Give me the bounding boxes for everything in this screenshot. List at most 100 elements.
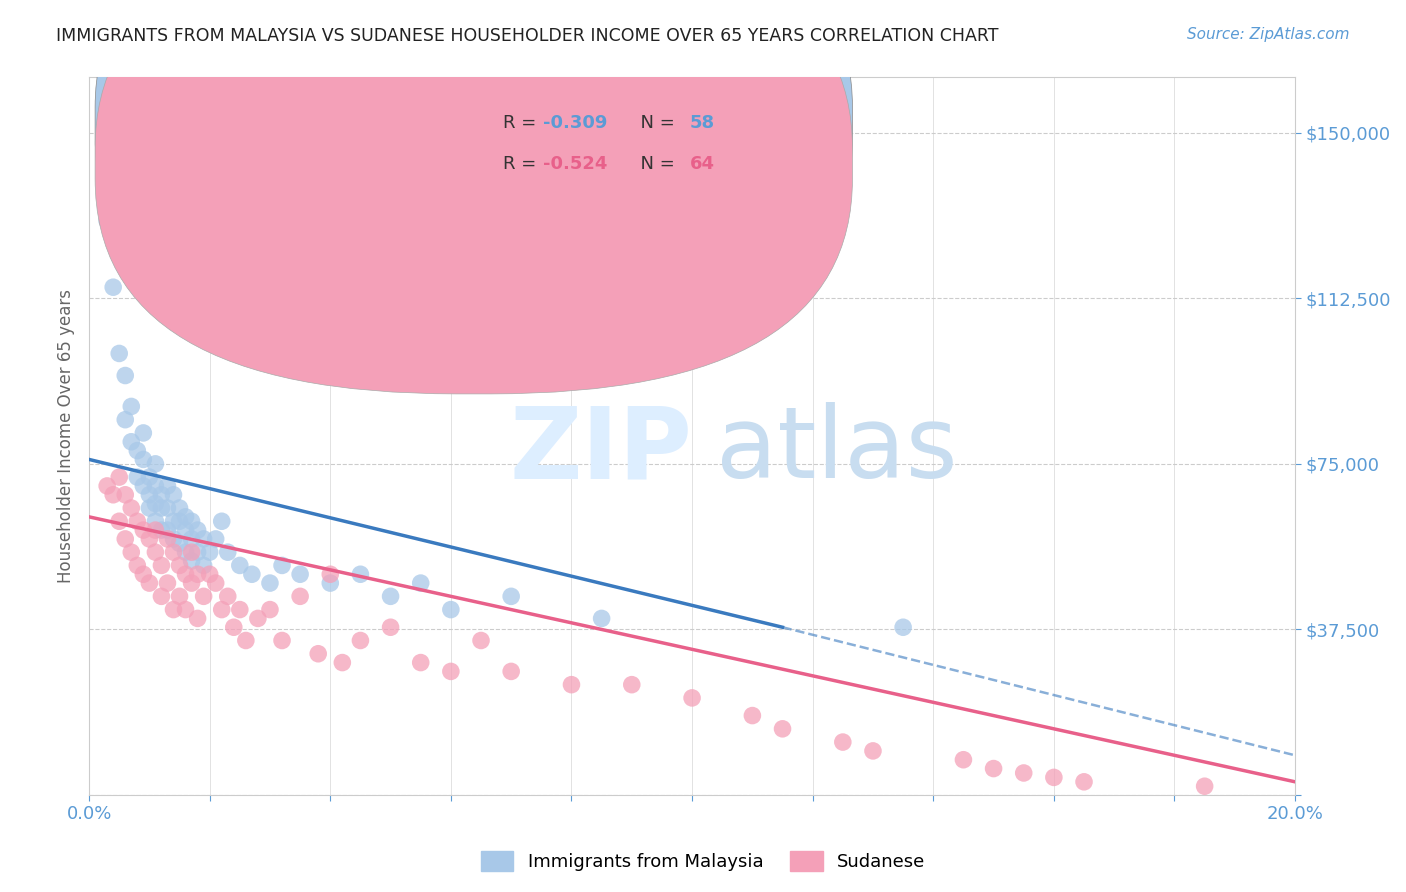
Point — [288, 567, 311, 582]
Point — [319, 576, 342, 591]
Point — [259, 602, 281, 616]
Point — [145, 514, 167, 528]
Point — [162, 514, 184, 528]
Point — [501, 590, 523, 604]
Point — [240, 567, 263, 582]
Point — [681, 690, 703, 705]
Point — [169, 501, 191, 516]
Point — [180, 514, 202, 528]
Text: -0.524: -0.524 — [543, 154, 607, 172]
Point — [983, 762, 1005, 776]
Point — [440, 602, 463, 616]
Point — [1043, 771, 1066, 785]
Text: 64: 64 — [690, 154, 714, 172]
Point — [330, 656, 353, 670]
Point — [120, 434, 142, 449]
Point — [145, 479, 167, 493]
Point — [271, 633, 294, 648]
Point — [235, 633, 257, 648]
Point — [150, 590, 173, 604]
Point — [114, 368, 136, 383]
Point — [145, 523, 167, 537]
Point — [162, 602, 184, 616]
Point — [138, 576, 160, 591]
Point — [187, 567, 209, 582]
Point — [127, 443, 149, 458]
Point — [380, 590, 402, 604]
Point — [440, 665, 463, 679]
Point — [103, 280, 125, 294]
Text: R =: R = — [503, 154, 541, 172]
Point — [127, 470, 149, 484]
Point — [952, 753, 974, 767]
Point — [114, 413, 136, 427]
Point — [174, 509, 197, 524]
Point — [132, 452, 155, 467]
Point — [271, 558, 294, 573]
Point — [1194, 779, 1216, 793]
Point — [222, 620, 245, 634]
Text: ZIP: ZIP — [509, 402, 692, 500]
Point — [169, 536, 191, 550]
Point — [132, 523, 155, 537]
Point — [259, 576, 281, 591]
Point — [127, 558, 149, 573]
Point — [132, 479, 155, 493]
Point — [349, 567, 371, 582]
Point — [204, 532, 226, 546]
Point — [156, 576, 179, 591]
Point — [1012, 766, 1035, 780]
Point — [193, 590, 215, 604]
Point — [380, 620, 402, 634]
Point — [229, 558, 252, 573]
FancyBboxPatch shape — [96, 0, 852, 394]
Point — [108, 346, 131, 360]
Point — [211, 602, 233, 616]
Text: IMMIGRANTS FROM MALAYSIA VS SUDANESE HOUSEHOLDER INCOME OVER 65 YEARS CORRELATIO: IMMIGRANTS FROM MALAYSIA VS SUDANESE HOU… — [56, 27, 998, 45]
Point — [862, 744, 884, 758]
Point — [180, 576, 202, 591]
Point — [150, 558, 173, 573]
Point — [772, 722, 794, 736]
Point — [174, 567, 197, 582]
Point — [114, 532, 136, 546]
Point — [217, 590, 239, 604]
Point — [217, 545, 239, 559]
Point — [193, 558, 215, 573]
Point — [145, 545, 167, 559]
Point — [204, 576, 226, 591]
Point — [120, 545, 142, 559]
Point — [409, 656, 432, 670]
Point — [108, 514, 131, 528]
Point — [162, 532, 184, 546]
Point — [174, 545, 197, 559]
Point — [741, 708, 763, 723]
Point — [831, 735, 853, 749]
Point — [114, 488, 136, 502]
Y-axis label: Householder Income Over 65 years: Householder Income Over 65 years — [58, 289, 75, 583]
Point — [169, 514, 191, 528]
Text: 58: 58 — [690, 113, 714, 132]
Point — [349, 633, 371, 648]
Point — [198, 567, 221, 582]
Point — [120, 400, 142, 414]
Point — [180, 545, 202, 559]
Point — [187, 611, 209, 625]
Text: atlas: atlas — [716, 402, 957, 500]
Point — [560, 678, 582, 692]
Point — [174, 523, 197, 537]
Point — [501, 665, 523, 679]
Text: N =: N = — [630, 113, 681, 132]
Point — [156, 479, 179, 493]
Point — [138, 532, 160, 546]
Point — [150, 501, 173, 516]
Point — [150, 488, 173, 502]
Point — [150, 523, 173, 537]
Point — [288, 590, 311, 604]
Point — [470, 633, 492, 648]
Point — [169, 558, 191, 573]
Point — [229, 602, 252, 616]
Point — [307, 647, 329, 661]
FancyBboxPatch shape — [444, 95, 758, 193]
Point — [180, 554, 202, 568]
